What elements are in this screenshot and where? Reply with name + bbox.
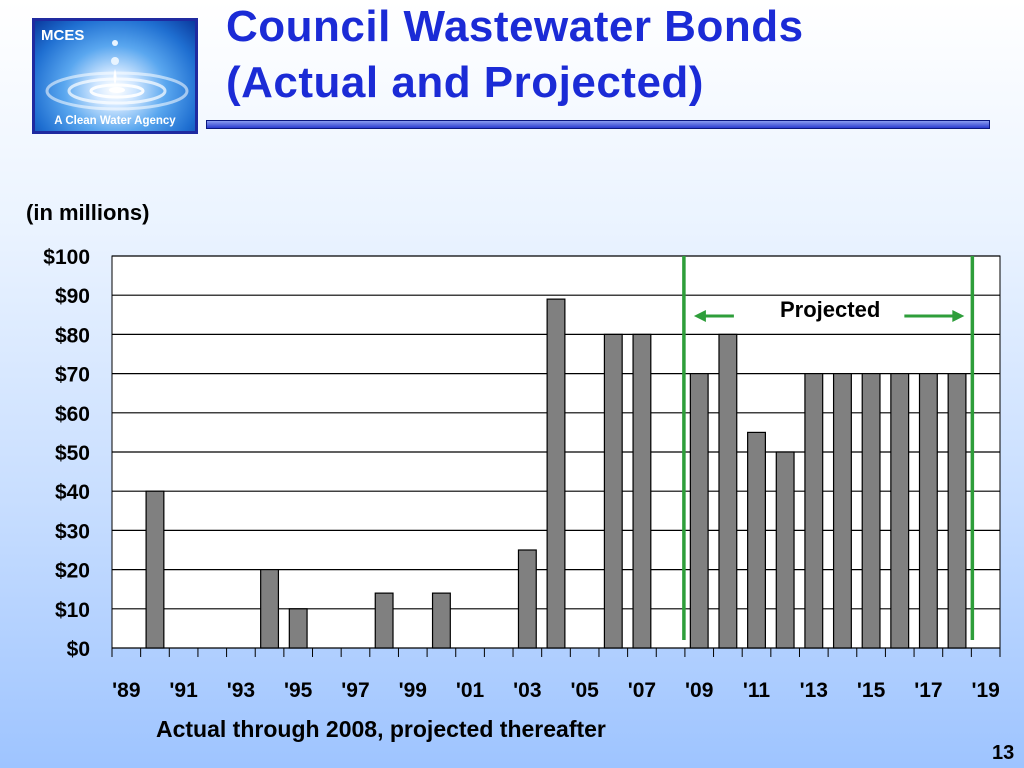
page-number: 13 xyxy=(992,742,1015,764)
y-tick-label: $90 xyxy=(55,285,90,308)
x-tick-label: '05 xyxy=(570,679,599,702)
bar-1998 xyxy=(374,592,394,649)
projected-label: Projected xyxy=(780,297,881,322)
bar-2000 xyxy=(431,592,451,649)
bar-2010 xyxy=(718,333,738,649)
x-tick-label: '95 xyxy=(284,679,313,702)
bar-2012 xyxy=(775,451,795,649)
bar-1994 xyxy=(260,568,280,649)
x-tick-label: '03 xyxy=(513,679,541,702)
title-underline xyxy=(206,120,990,129)
x-tick-label: '01 xyxy=(456,679,485,702)
page-title-line-1: Council Wastewater Bonds xyxy=(226,2,804,51)
logo-tagline: A Clean Water Agency xyxy=(54,115,176,127)
bar-1990 xyxy=(145,490,165,649)
x-tick-label: '17 xyxy=(914,679,942,702)
page-title-line-2: (Actual and Projected) xyxy=(226,58,704,107)
water-ripple-icon xyxy=(45,40,189,111)
unit-label: (in millions) xyxy=(26,200,150,225)
bar-1995 xyxy=(288,608,308,649)
x-tick-label: '19 xyxy=(971,679,999,702)
bar-2003 xyxy=(517,549,537,649)
x-tick-label: '89 xyxy=(112,679,140,702)
bar-2011 xyxy=(747,431,766,649)
footer-note: Actual through 2008, projected thereafte… xyxy=(156,716,606,742)
bar-2014 xyxy=(832,373,852,649)
x-tick-label: '11 xyxy=(743,679,771,702)
bar-2018 xyxy=(947,373,967,649)
y-tick-label: $50 xyxy=(55,442,90,465)
bar-2006 xyxy=(603,333,623,649)
projected-left-arrowhead-icon xyxy=(693,310,706,322)
x-tick-label: '91 xyxy=(169,679,198,702)
y-tick-label: $40 xyxy=(55,481,90,504)
y-tick-label: $80 xyxy=(55,324,90,347)
bar-2013 xyxy=(804,373,824,649)
bar-2015 xyxy=(861,373,881,649)
y-tick-label: $100 xyxy=(43,246,90,269)
bar-2009 xyxy=(689,373,709,649)
x-tick-label: '15 xyxy=(857,679,886,702)
y-tick-label: $20 xyxy=(55,560,90,583)
x-tick-label: '07 xyxy=(628,679,656,702)
x-tick-label: '97 xyxy=(341,679,369,702)
y-tick-label: $30 xyxy=(55,520,90,543)
mces-logo: MCES A Clean Water Agency xyxy=(32,18,198,134)
bar-2017 xyxy=(918,373,938,649)
x-tick-label: '13 xyxy=(800,679,828,702)
y-tick-label: $60 xyxy=(55,403,90,426)
x-tick-label: '09 xyxy=(685,679,713,702)
bar-2004 xyxy=(546,298,566,649)
y-tick-label: $0 xyxy=(67,638,90,661)
y-tick-label: $70 xyxy=(55,364,90,387)
logo-name: MCES xyxy=(41,27,85,44)
x-tick-label: '99 xyxy=(399,679,427,702)
bar-2016 xyxy=(890,373,910,649)
projected-right-arrowhead-icon xyxy=(952,310,965,322)
bar-2007 xyxy=(632,333,652,649)
y-tick-label: $10 xyxy=(55,599,90,622)
x-tick-label: '93 xyxy=(227,679,255,702)
